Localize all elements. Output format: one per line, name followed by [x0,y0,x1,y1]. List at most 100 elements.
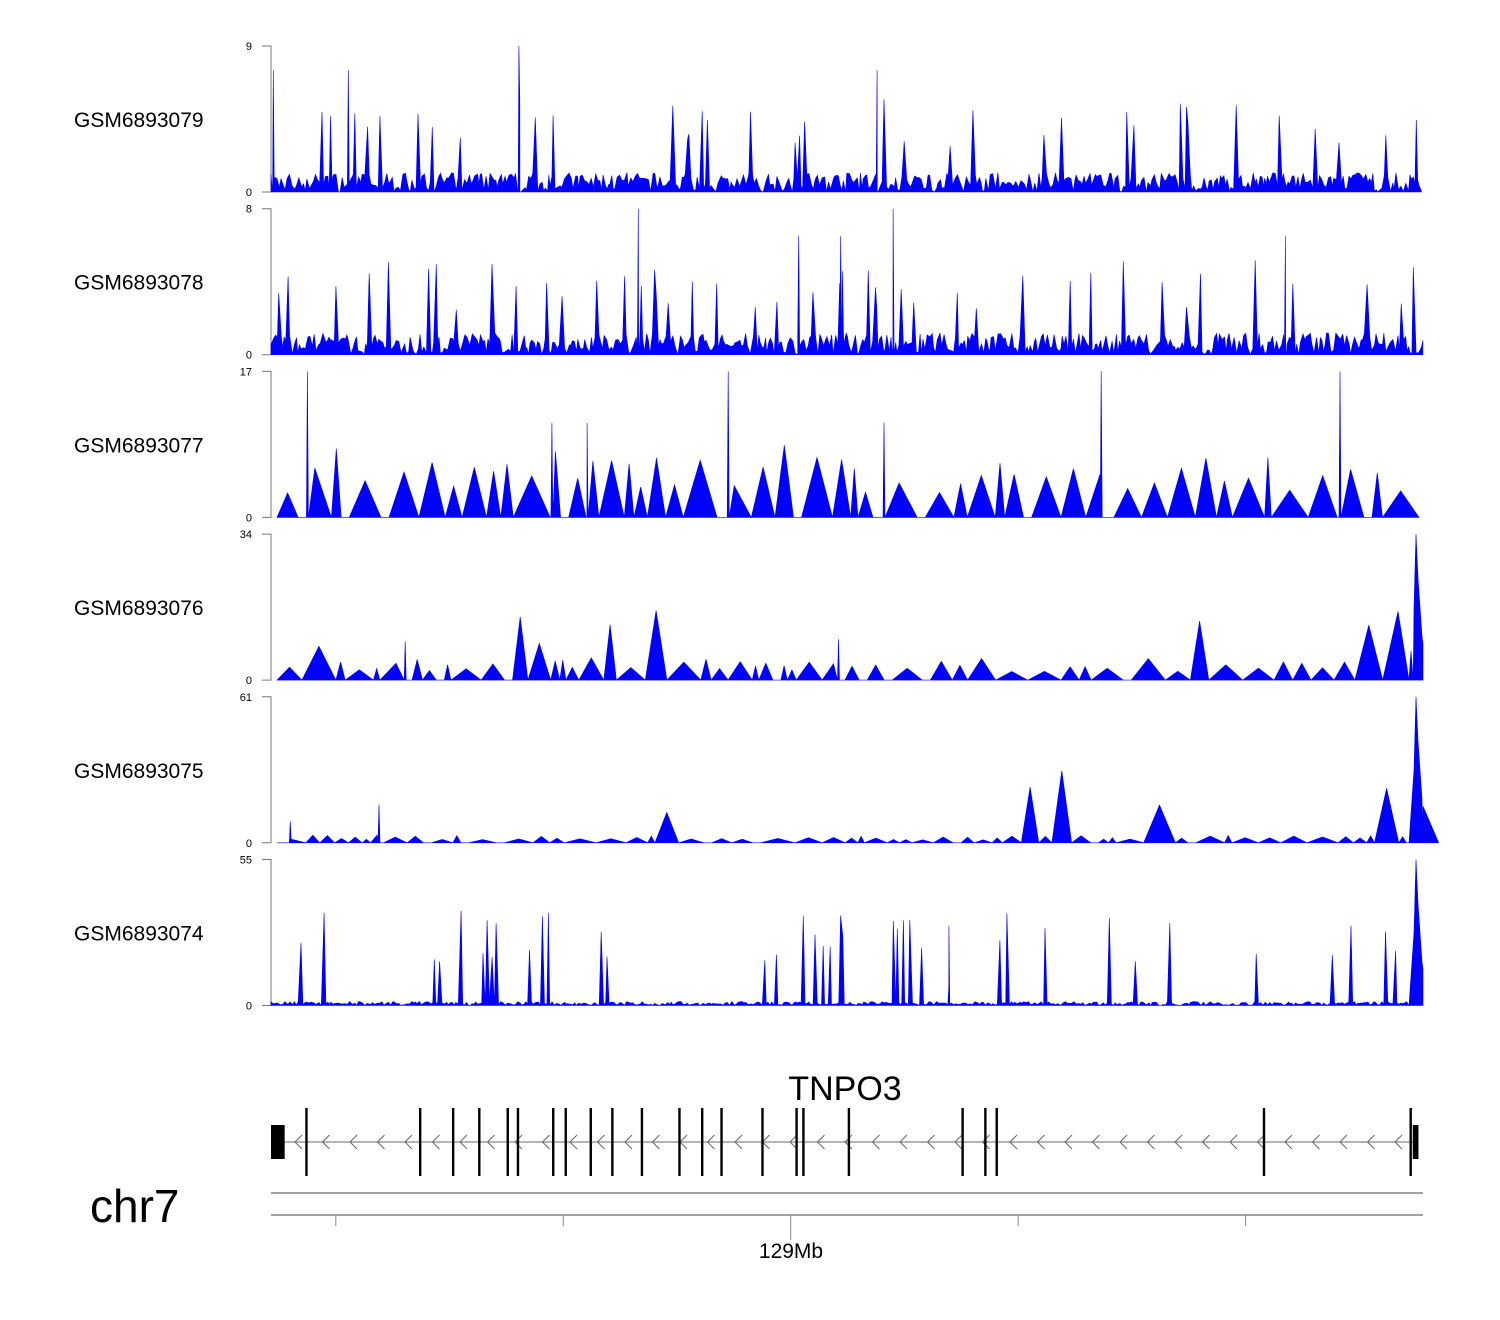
exon [961,1108,964,1176]
track-label: GSM6893076 [74,597,204,620]
exon [1409,1108,1412,1176]
exon [847,1108,851,1176]
strand-arrow-icon [1174,1134,1183,1150]
signal-area [270,208,1424,356]
strand-arrow-icon [954,1134,963,1150]
signal-area [270,859,1424,1007]
strand-arrow-icon [1339,1134,1348,1150]
y-axis [262,208,272,356]
strand-arrow-icon [871,1134,880,1150]
strand-arrow-icon [1256,1134,1265,1150]
exon [802,1108,805,1176]
track-GSM6893079: GSM6893079 9 0 [74,41,1422,199]
gene-name-label: TNPO3 [788,1070,901,1108]
exon [720,1108,723,1176]
y-max-label: 34 [240,529,252,541]
y-min-label: 0 [246,838,252,850]
strand-arrow-icon [1366,1134,1375,1150]
track-GSM6893076: GSM6893076 34 0 [74,529,1424,687]
y-axis [262,859,272,1006]
strand-arrow-icon [1091,1134,1100,1150]
strand-arrow-icon [926,1134,935,1150]
exon [478,1108,481,1176]
strand-arrow-icon [651,1134,660,1150]
strand-arrow-icon [706,1134,715,1150]
strand-arrow-icon [816,1134,825,1150]
y-min-label: 0 [246,1001,252,1013]
y-max-label: 61 [240,692,252,704]
strand-arrow-icon [431,1134,440,1150]
y-axis [262,696,272,844]
y-axis [262,533,272,681]
track-GSM6893077: GSM6893077 17 0 [74,366,1420,524]
exon-block [1412,1125,1419,1159]
exon [701,1108,704,1176]
exon-block [271,1125,285,1159]
y-min-label: 0 [246,512,252,524]
strand-arrow-icon [734,1134,743,1150]
track-label: GSM6893075 [74,760,204,783]
exon [506,1108,509,1176]
signal-area [276,534,1424,682]
strand-arrow-icon [1201,1134,1210,1150]
y-max-label: 8 [246,204,252,216]
track-label: GSM6893078 [74,272,204,295]
exon [305,1108,308,1176]
track-label: GSM6893079 [74,109,204,132]
strand-arrow-icon [294,1134,303,1150]
strand-arrow-icon [1394,1134,1403,1150]
strand-arrow-icon [514,1134,523,1150]
y-max-label: 17 [240,366,252,378]
strand-arrow-icon [569,1134,578,1150]
strand-arrow-icon [486,1134,495,1150]
exon [516,1108,520,1176]
exon [678,1108,681,1176]
exon [418,1108,422,1176]
y-min-label: 0 [246,350,252,362]
exon [795,1108,798,1176]
exon [564,1108,567,1176]
exon [589,1108,592,1176]
signal-area [277,696,1439,844]
strand-arrow-icon [1229,1134,1238,1150]
strand-arrow-icon [349,1134,358,1150]
track-GSM6893078: GSM6893078 8 0 [74,204,1424,362]
track-label: GSM6893074 [74,923,204,946]
gene-model-track: TNPO3 [271,1070,1419,1176]
data-tracks: GSM689307990GSM689307880GSM6893077170GSM… [74,41,1439,1013]
y-min-label: 0 [246,675,252,687]
strand-arrow-icon [1064,1134,1073,1150]
strand-arrow-icon [404,1134,413,1150]
y-max-label: 55 [240,855,252,867]
exon [611,1108,614,1176]
strand-arrow-icon [1284,1134,1293,1150]
track-GSM6893074: GSM6893074 55 0 [74,855,1424,1013]
strand-arrow-icon [541,1134,550,1150]
strand-arrow-icon [1009,1134,1018,1150]
genome-axis: chr7 129Mb [90,1180,1423,1263]
signal-area [270,45,1422,193]
track-label: GSM6893077 [74,434,204,457]
strand-arrow-icon [596,1134,605,1150]
y-min-label: 0 [246,187,252,199]
strand-arrow-icon [459,1134,468,1150]
exon [761,1108,764,1176]
strand-arrow-icon [624,1134,633,1150]
strand-arrow-icon [899,1134,908,1150]
exon [995,1108,998,1176]
strand-arrow-icon [321,1134,330,1150]
exon [984,1108,987,1176]
y-axis [262,370,272,518]
strand-arrow-icon [1119,1134,1128,1150]
chromosome-label: chr7 [90,1180,179,1232]
exon [552,1108,555,1176]
y-max-label: 9 [246,41,252,53]
track-GSM6893075: GSM6893075 61 0 [74,692,1439,850]
exon [451,1108,455,1176]
strand-arrow-icon [1146,1134,1155,1150]
strand-arrow-icon [789,1134,798,1150]
strand-arrow-icon [1036,1134,1045,1150]
exon [640,1108,644,1176]
strand-arrow-icon [1311,1134,1320,1150]
